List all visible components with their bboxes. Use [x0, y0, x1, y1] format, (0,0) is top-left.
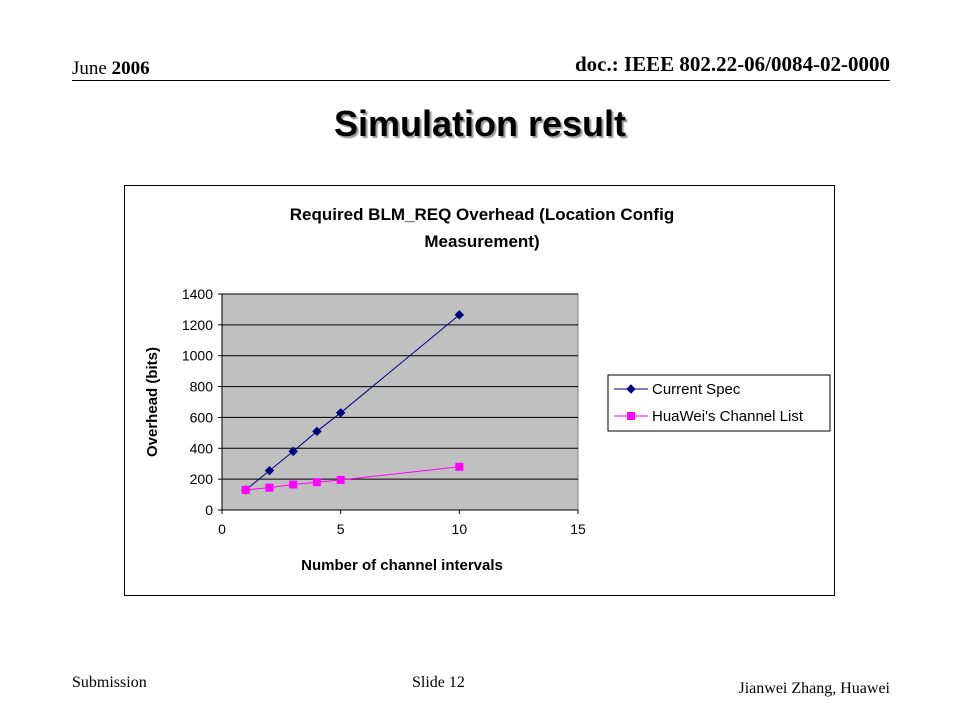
- chart-frame: Required BLM_REQ Overhead (Location Conf…: [124, 185, 835, 596]
- series-2-point: [336, 475, 345, 484]
- x-axis-label: Number of channel intervals: [301, 557, 503, 574]
- x-tick-label: 5: [337, 521, 345, 537]
- y-tick-label: 1400: [182, 286, 213, 302]
- y-tick-label: 1000: [182, 348, 213, 364]
- header-date: June 2006: [72, 58, 150, 80]
- header-date-month: June: [72, 58, 107, 79]
- series-1-point: [335, 408, 346, 418]
- header-divider: [72, 80, 890, 81]
- series-2-point: [312, 478, 321, 487]
- header-date-year: 2006: [111, 58, 150, 79]
- x-tick-label: 15: [570, 521, 586, 537]
- y-tick-label: 0: [205, 502, 213, 518]
- series-1-point: [454, 310, 465, 320]
- header-doc-id: doc.: IEEE 802.22-06/0084-02-0000: [575, 52, 890, 76]
- chart-svg: Required BLM_REQ Overhead (Location Conf…: [144, 205, 831, 574]
- series-1-point: [312, 426, 322, 437]
- y-axis-label: Overhead (bits): [144, 347, 161, 457]
- y-tick-label: 200: [190, 471, 214, 487]
- y-tick-label: 400: [190, 440, 214, 456]
- legend-box: [607, 374, 831, 432]
- footer-submission: Submission: [72, 674, 147, 691]
- series-2-point: [289, 480, 298, 489]
- y-tick-label: 800: [190, 379, 214, 395]
- legend-marker-2: [627, 412, 635, 420]
- legend: Current Spec HuaWei's Channel List: [607, 374, 831, 432]
- legend-marker-1: [626, 384, 636, 394]
- chart-title-line-1: Required BLM_REQ Overhead (Location Conf…: [290, 205, 674, 224]
- y-tick-label: 1200: [182, 317, 213, 333]
- series-2-point: [241, 485, 250, 494]
- x-tick-label: 0: [218, 521, 226, 537]
- plot-area: 0 200 400 600 800 1000 1200 1400 0 5 10 15: [182, 286, 586, 537]
- slide-title: Simulation result: [333, 103, 627, 144]
- footer-slide-number: Slide 12: [412, 674, 465, 691]
- series-1-point: [288, 446, 298, 457]
- footer-author: Jianwei Zhang, Huawei: [738, 680, 890, 697]
- series-1-point: [264, 465, 275, 476]
- series-line-1: [245, 314, 460, 491]
- series-2-point: [455, 462, 464, 471]
- series-2-point: [265, 483, 274, 492]
- y-tick-label: 600: [190, 409, 214, 425]
- chart-title-line-2: Measurement): [424, 232, 539, 251]
- legend-label-1: Current Spec: [652, 381, 741, 398]
- x-tick-label: 10: [452, 521, 468, 537]
- legend-label-2: HuaWei's Channel List: [652, 408, 804, 425]
- plot-background: [221, 293, 579, 511]
